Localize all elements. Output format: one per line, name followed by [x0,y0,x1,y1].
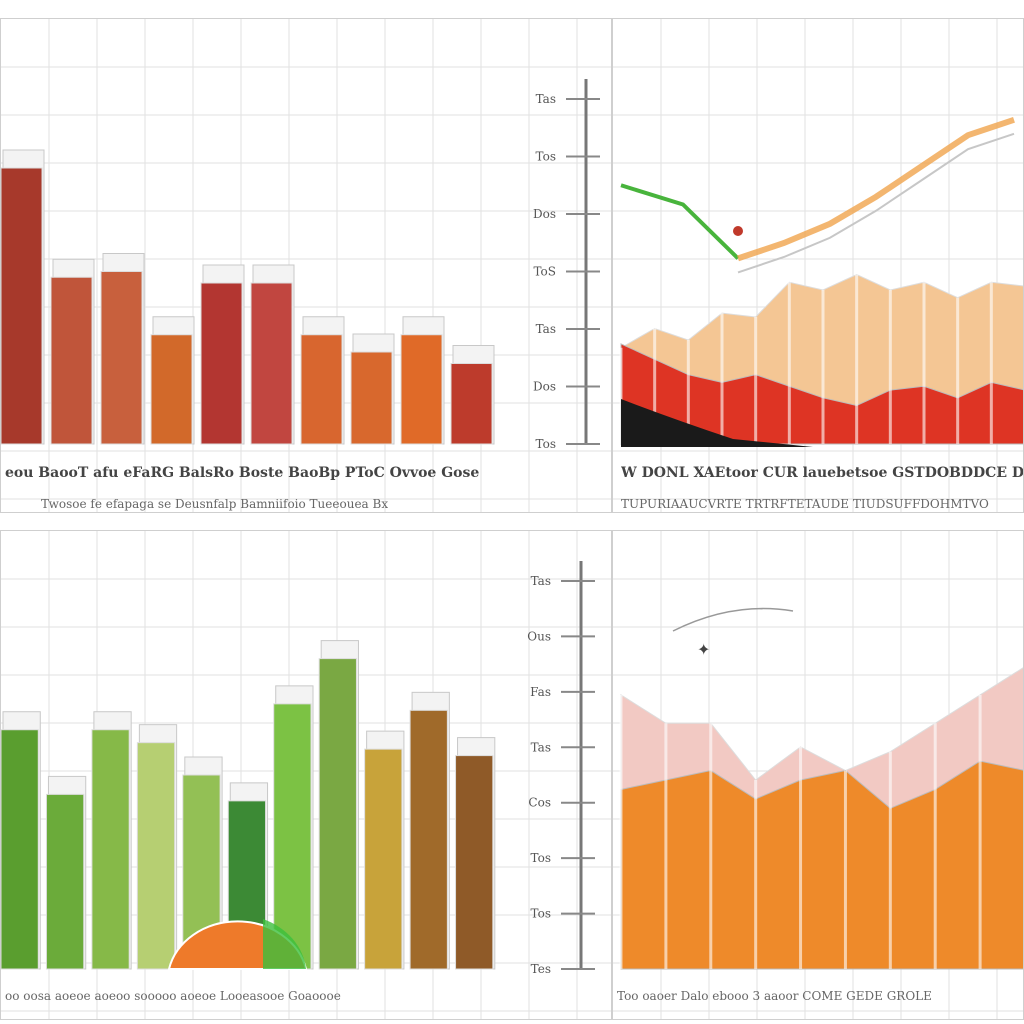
bar [200,282,243,445]
bar [409,709,448,970]
bar-chart-top-left: Tas Tos Dos ToS Tas Dos Tos [1,19,611,512]
x-axis-caption-line1: eou BaooT afu eFaRG BalsRo Boste BaoBp P… [5,465,480,481]
bar [364,748,403,970]
annotation-curve [672,607,794,632]
y-tick-label: Tas [536,92,556,106]
chart-panel-bottom-right: ✦ Too oaoer Dalo ebooo 3 aaoor COME GEDE… [612,530,1024,1020]
y-tick-label: Ous [527,629,551,643]
line-point [733,226,743,236]
bar [455,755,494,970]
annotation-marker: ✦ [697,640,710,659]
bar [1,729,39,970]
y-tick-label: Tas [531,740,551,754]
area-chart-bottom-right: ✦ [613,531,1023,1019]
bar-chart-bottom-left: Tas Ous Fas Tas Cos Tos Tos Tes [1,531,611,1019]
bar [350,351,393,445]
y-tick-label: Tos [536,437,556,451]
pie-segment [263,919,306,969]
bar [45,793,85,970]
y-tick-label: Tes [531,962,551,976]
bar [318,658,357,970]
y-tick-label: Fas [530,685,551,699]
bar [50,276,93,445]
bar [300,334,343,445]
y-tick-label: Dos [533,207,556,221]
bar [91,729,130,970]
y-tick-label: Dos [533,380,556,394]
chart-panel-bottom-left: Tas Ous Fas Tas Cos Tos Tos Tes oo oosa aoeoe a… [0,530,612,1020]
y-tick-label: Tas [531,574,551,588]
x-axis-caption: Too oaoer Dalo ebooo 3 aaoor COME GEDE G… [617,989,932,1003]
x-axis-caption-line2: Twosoe fe efapaga se Deusnfalp Bamniifoi… [41,497,389,511]
bar [273,703,312,970]
bar [400,334,443,445]
area-chart-top-right [613,19,1023,512]
area-series-lower [620,760,1023,970]
bar [250,282,293,445]
bar [450,363,493,445]
area-shadow [621,399,813,447]
y-tick-label: Tos [531,851,551,865]
bar [150,334,193,445]
y-tick-label: Tas [536,322,556,336]
y-tick-label: ToS [533,265,556,279]
bar [136,742,176,970]
line-series-green [620,183,740,260]
x-axis-caption-line2: TUPURIAAUCVRTE TRTRFTETAUDE TIUDSUFFDOHM… [621,497,989,511]
line-series-orange [737,116,1015,262]
x-axis-caption: oo oosa aoeoe aoeoo sooooo aoeoe Looeaso… [5,989,341,1003]
chart-panel-top-right: W DONL XAEtoor CUR lauebetsoe GSTDOBDDCE… [612,18,1024,513]
y-tick-label: Tos [531,907,551,921]
bar [100,271,143,445]
x-axis-caption-line1: W DONL XAEtoor CUR lauebetsoe GSTDOBDDCE… [621,465,1023,481]
chart-panel-top-left: Tas Tos Dos ToS Tas Dos Tos eou BaooT afu eFaR… [0,18,612,513]
bar [1,167,43,445]
y-tick-label: Tos [536,150,556,164]
y-tick-label: Cos [528,796,551,810]
line-series-shadow [737,132,1015,274]
